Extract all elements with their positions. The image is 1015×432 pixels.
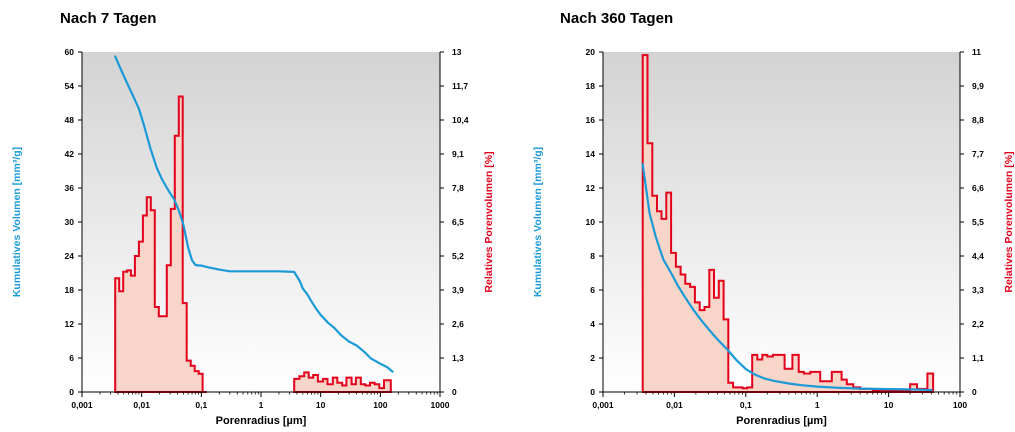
y-left-tick-label: 6 [590,285,595,295]
y-right-tick-label: 3,9 [452,285,464,295]
histogram-outline [293,371,392,393]
y-right-tick-label: 7,8 [452,183,464,193]
y-left-tick-label: 16 [586,115,596,125]
y-left-tick-label: 0 [69,387,74,397]
y-right-tick-label: 2,6 [452,319,464,329]
y-right-tick-label: 0 [972,387,977,397]
y-right-tick-label: 5,2 [452,251,464,261]
y-left-tick-label: 24 [65,251,75,261]
y-left-tick-label: 18 [65,285,75,295]
y-left-tick-label: 4 [590,319,595,329]
histogram-fill [642,55,934,392]
y-right-tick-label: 11 [972,47,981,57]
y-left-axis-label: Kumulatives Volumen [mm³/g] [532,147,544,297]
chart-panel-360-tage: Nach 360 Tagen 0 2 4 6 8 10 12 14 16 18 20 0 1,1 2,2 3,… [532,10,1015,427]
y-right-tick-label: 6,5 [452,217,464,227]
y-right-tick-label: 0 [452,387,457,397]
y-left-tick-label: 48 [65,115,75,125]
y-right-tick-label: 13 [452,47,462,57]
cumulative-volume-line [114,55,394,373]
y-left-tick-label: 10 [586,217,596,227]
y-left-tick-label: 60 [65,47,75,57]
y-right-axis-label: Relatives Porenvolumen [%] [483,151,495,292]
y-left-tick-label: 8 [590,251,595,261]
x-tick-label: 0,1 [740,400,752,410]
y-right-axis-label: Relatives Porenvolumen [%] [1003,151,1015,292]
y-left-tick-label: 6 [69,353,74,363]
x-tick-label: 100 [953,400,967,410]
histogram-fill [294,372,391,392]
x-tick-label: 100 [373,400,387,410]
y-right-tick-label: 6,6 [972,183,984,193]
y-right-tick-label: 11,7 [452,81,468,91]
x-tick-label: 1000 [431,400,450,410]
y-right-tick-label: 2,2 [972,319,984,329]
x-tick-label: 10 [884,400,894,410]
x-tick-label: 0,1 [195,400,207,410]
y-left-tick-label: 12 [65,319,75,329]
x-tick-label: 1 [259,400,264,410]
y-left-tick-label: 12 [586,183,596,193]
y-left-tick-label: 36 [65,183,75,193]
x-axis-label: Porenradius [µm] [736,415,827,427]
y-left-tick-label: 2 [590,353,595,363]
x-tick-label: 0,01 [666,400,683,410]
y-right-tick-label: 10,4 [452,115,469,125]
y-left-tick-label: 0 [590,387,595,397]
y-left-axis-label: Kumulatives Volumen [mm³/g] [11,147,23,297]
x-tick-label: 0,001 [592,400,614,410]
y-left-tick-label: 18 [586,81,596,91]
y-right-tick-label: 7,7 [972,149,984,159]
y-right-tick-label: 1,1 [972,353,984,363]
y-right-tick-label: 4,4 [972,251,984,261]
y-right-tick-label: 9,1 [452,149,464,159]
histogram-fill [115,96,207,392]
y-right-tick-label: 5,5 [972,217,984,227]
histogram-outline [114,95,207,393]
x-tick-label: 1 [815,400,820,410]
y-left-tick-label: 30 [65,217,75,227]
y-left-tick-label: 54 [65,81,75,91]
x-tick-label: 10 [316,400,326,410]
chart-title: Nach 360 Tagen [560,10,673,27]
chart-title: Nach 7 Tagen [60,10,156,27]
y-left-tick-label: 42 [65,149,75,159]
x-tick-label: 0,01 [133,400,150,410]
cumulative-volume-line [641,163,933,392]
x-tick-label: 0,001 [71,400,93,410]
y-left-tick-label: 20 [586,47,596,57]
y-right-tick-label: 1,3 [452,353,464,363]
y-left-tick-label: 14 [586,149,596,159]
chart-panel-7-tage: Nach 7 Tagen 0 6 12 18 24 30 36 42 48 54 60 0 1,3 2,6 3… [11,10,495,427]
y-right-tick-label: 9,9 [972,81,984,91]
y-right-tick-label: 8,8 [972,115,984,125]
y-right-tick-label: 3,3 [972,285,984,295]
x-axis-label: Porenradius [µm] [216,415,307,427]
